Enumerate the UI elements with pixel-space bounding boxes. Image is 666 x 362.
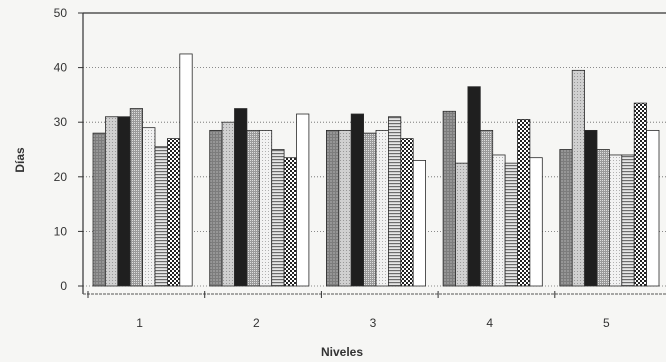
bar-series-1-cat-2 [209,129,223,287]
bar-series-5-cat-2 [258,129,273,287]
y-tick-label: 20 [54,170,68,184]
bar-series-5-cat-3 [375,129,389,287]
bar-series-2-cat-2 [221,121,235,287]
x-tick-label: 3 [370,316,377,330]
bar-series-6-cat-4 [504,162,518,287]
bar-series-5-cat-4 [492,154,506,287]
bar-series-7-cat-1 [166,138,181,287]
x-axis-title: Niveles [321,345,363,359]
bar-series-1-cat-5 [559,149,573,287]
bar-series-8-cat-1 [179,53,193,287]
bar-series-1-cat-3 [325,129,340,287]
bar-series-7-cat-2 [283,157,297,287]
bar-series-4-cat-3 [363,132,377,287]
axes: 0 10 20 30 40 50 1 2 3 4 5 [54,6,666,330]
x-tick-label: 5 [603,316,610,330]
bar-series-8-cat-5 [646,129,660,287]
bars [92,53,660,287]
bar-series-7-cat-3 [400,138,414,287]
bar-series-7-cat-4 [517,119,531,287]
bar-series-5-cat-5 [609,154,623,287]
bar-series-4-cat-4 [479,129,494,287]
bar-series-3-cat-3 [350,113,365,287]
bar-series-6-cat-1 [154,146,168,287]
bar-series-3-cat-5 [584,129,598,287]
bar-series-1-cat-4 [442,110,456,287]
bar-series-4-cat-5 [596,149,610,287]
bar-series-2-cat-5 [571,69,586,287]
y-tick-label: 40 [54,61,68,75]
x-tick-label: 1 [136,316,143,330]
bar-series-4-cat-2 [246,129,260,287]
bar-series-8-cat-3 [412,160,427,287]
y-tick-label: 0 [60,279,67,293]
bar-series-3-cat-4 [467,86,481,287]
bar-series-8-cat-2 [296,113,310,287]
bar-series-6-cat-3 [387,116,402,287]
bar-series-2-cat-1 [105,116,119,287]
bar-series-2-cat-4 [455,162,469,287]
x-tick-label: 2 [253,316,260,330]
bar-series-4-cat-1 [129,108,143,287]
bar-series-2-cat-3 [338,129,352,287]
bar-series-1-cat-1 [92,132,106,287]
y-tick-label: 10 [54,224,68,238]
bar-series-8-cat-4 [529,157,543,287]
bar-series-7-cat-5 [633,102,648,287]
bar-series-3-cat-1 [117,116,131,287]
y-axis-title: Días [13,147,27,173]
bar-series-6-cat-2 [271,149,285,287]
bar-series-6-cat-5 [621,154,635,287]
bar-series-3-cat-2 [234,108,248,287]
y-tick-label: 30 [54,115,68,129]
bar-series-5-cat-1 [142,127,156,287]
x-tick-label: 4 [486,316,493,330]
y-tick-label: 50 [54,6,68,20]
